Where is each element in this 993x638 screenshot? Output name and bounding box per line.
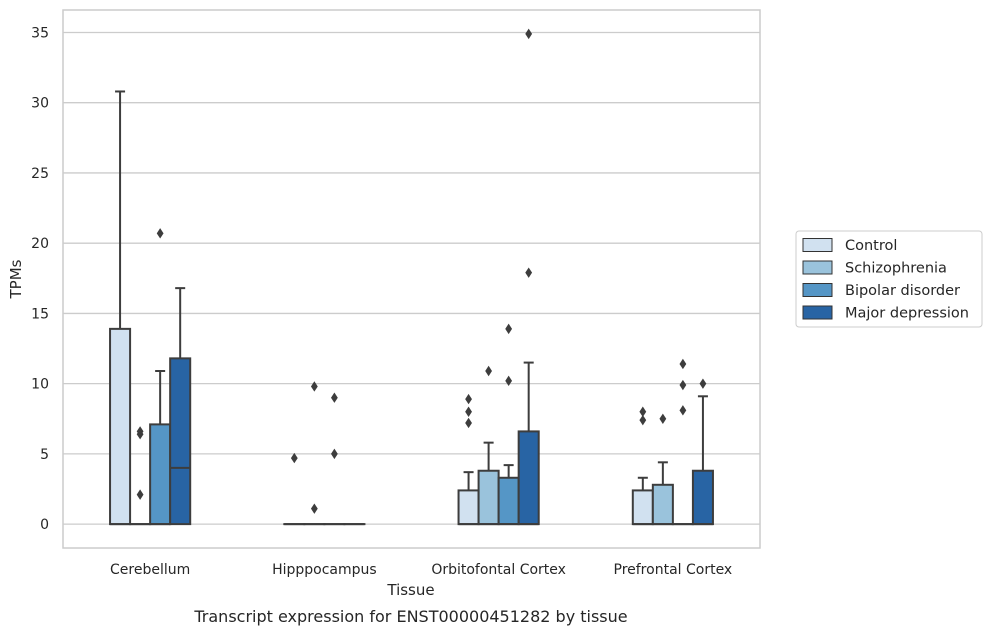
box — [633, 490, 653, 524]
y-tick-labels: 0 5 10 15 20 25 30 35 — [31, 25, 49, 533]
legend-swatch — [803, 239, 832, 252]
y-tick-label: 30 — [31, 96, 49, 112]
chart-caption: Transcript expression for ENST0000045128… — [193, 607, 627, 626]
y-tick-label: 0 — [40, 517, 49, 533]
x-tick-label: Prefrontal Cortex — [614, 562, 733, 578]
legend-swatch — [803, 261, 832, 274]
legend: Control Schizophrenia Bipolar disorder Majo… — [796, 231, 982, 327]
box — [519, 431, 539, 524]
x-tick-labels: Cerebellum Hipppocampus Orbitofontal Corte… — [110, 562, 732, 578]
legend-label: Schizophrenia — [845, 261, 947, 277]
x-tick-label: Cerebellum — [110, 562, 190, 578]
legend-swatch — [803, 306, 832, 319]
legend-label: Major depression — [845, 306, 969, 322]
y-axis-title: TPMs — [7, 259, 25, 299]
x-tick-label: Orbitofontal Cortex — [431, 562, 566, 578]
legend-label: Control — [845, 238, 897, 254]
y-tick-label: 20 — [31, 236, 49, 252]
box — [459, 490, 479, 524]
y-tick-label: 25 — [31, 166, 49, 182]
box — [653, 485, 673, 524]
box — [110, 329, 130, 524]
box — [693, 471, 713, 524]
y-tick-label: 5 — [40, 447, 49, 463]
y-tick-label: 35 — [31, 25, 49, 41]
box — [150, 424, 170, 524]
legend-label: Bipolar disorder — [845, 283, 960, 299]
box — [499, 478, 519, 524]
box — [170, 358, 190, 524]
x-tick-label: Hipppocampus — [272, 562, 377, 578]
y-tick-label: 10 — [31, 377, 49, 393]
box — [479, 471, 499, 524]
legend-swatch — [803, 284, 832, 297]
x-axis-title: Tissue — [386, 581, 434, 599]
y-tick-label: 15 — [31, 306, 49, 322]
